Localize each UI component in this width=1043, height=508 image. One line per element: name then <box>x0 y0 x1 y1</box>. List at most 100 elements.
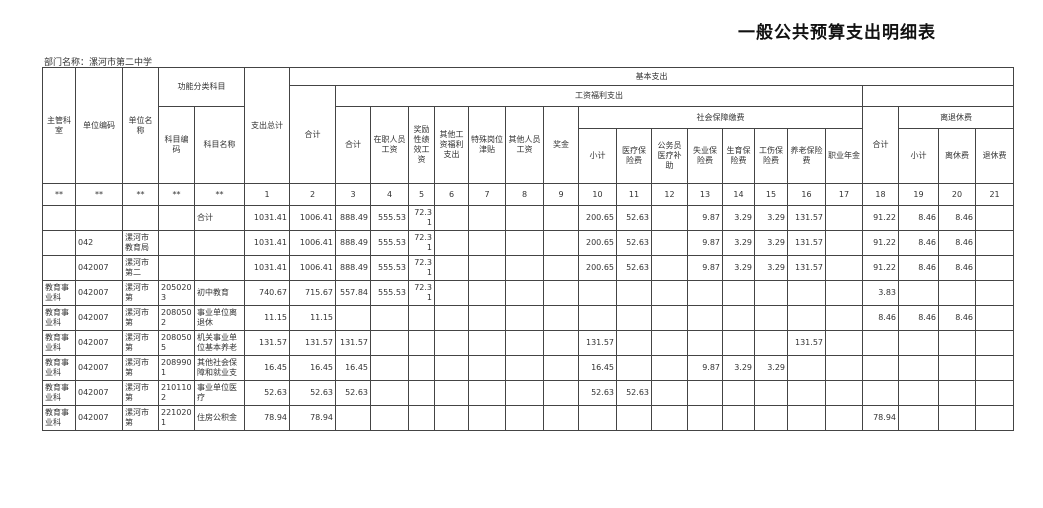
data-cell <box>825 255 863 281</box>
data-cell: 2101102 <box>158 380 195 406</box>
data-cell <box>754 380 788 406</box>
data-cell <box>158 255 195 281</box>
data-cell: 200.65 <box>578 255 617 281</box>
index-cell: 17 <box>825 183 863 206</box>
data-cell <box>505 230 544 256</box>
data-cell: 555.53 <box>370 255 409 281</box>
data-cell: 042007 <box>75 380 123 406</box>
data-cell: 11.15 <box>244 305 290 331</box>
data-cell <box>194 230 245 256</box>
data-cell: 16.45 <box>244 355 290 381</box>
data-cell: 042007 <box>75 280 123 306</box>
data-row: 教育事业科 042007 漯河市第 2210201 住房公积金 78.94 78.94 78.… <box>42 405 1015 431</box>
data-cell <box>787 305 826 331</box>
data-cell <box>408 380 435 406</box>
data-cell <box>543 405 579 431</box>
data-cell <box>434 305 469 331</box>
data-cell: 漯河市第 <box>122 330 159 356</box>
empty-header <box>861 85 1015 107</box>
data-cell <box>787 355 826 381</box>
data-cell <box>434 330 469 356</box>
data-cell: 131.57 <box>244 330 290 356</box>
data-cell: 漯河市教育局 <box>122 230 159 256</box>
data-cell: 3.29 <box>754 205 788 231</box>
data-row: 042 漯河市教育局 1031.41 1006.41 888.49 555.53 72.31… <box>42 230 1015 256</box>
data-cell: 1031.41 <box>244 230 290 256</box>
data-cell: 888.49 <box>335 230 371 256</box>
data-cell <box>825 405 863 431</box>
data-cell: 131.57 <box>787 230 826 256</box>
data-cell <box>543 380 579 406</box>
data-cell: 042007 <box>75 305 123 331</box>
data-cell: 住房公积金 <box>194 405 245 431</box>
data-cell: 52.63 <box>335 380 371 406</box>
data-cell: 机关事业单位基本养老 <box>194 330 245 356</box>
data-cell <box>543 255 579 281</box>
data-cell <box>825 205 863 231</box>
data-cell <box>687 380 723 406</box>
data-cell <box>505 330 544 356</box>
data-cell: 888.49 <box>335 255 371 281</box>
data-cell: 131.57 <box>335 330 371 356</box>
header-cell: 职业年金 <box>825 128 863 184</box>
header-cell: 工伤保险费 <box>754 128 788 184</box>
data-cell <box>898 355 939 381</box>
data-cell <box>42 205 76 231</box>
data-cell <box>825 280 863 306</box>
data-cell <box>468 405 506 431</box>
data-cell: 8.46 <box>898 255 939 281</box>
data-cell: 555.53 <box>370 230 409 256</box>
data-cell: 教育事业科 <box>42 305 76 331</box>
data-cell: 9.87 <box>687 230 723 256</box>
data-cell <box>408 355 435 381</box>
data-cell <box>651 305 688 331</box>
header-cell: 失业保险费 <box>687 128 723 184</box>
data-cell <box>651 205 688 231</box>
data-cell <box>754 280 788 306</box>
index-cell: ** <box>194 183 245 206</box>
header-cell: 科目编码 <box>158 106 195 184</box>
header-cell: 生育保险费 <box>722 128 755 184</box>
data-cell <box>468 330 506 356</box>
data-cell: 漯河市第二 <box>122 255 159 281</box>
data-cell: 3.29 <box>754 230 788 256</box>
data-cell <box>543 355 579 381</box>
index-cell: 13 <box>687 183 723 206</box>
index-cell: 4 <box>370 183 409 206</box>
data-cell: 888.49 <box>335 205 371 231</box>
data-cell <box>434 230 469 256</box>
data-cell: 8.46 <box>938 230 976 256</box>
data-cell <box>862 330 899 356</box>
index-cell: 21 <box>974 183 1015 206</box>
data-cell <box>578 405 617 431</box>
department: 部门名称：漯河市第二中学 <box>44 58 153 68</box>
data-cell <box>974 205 1015 231</box>
data-cell: 初中教育 <box>194 280 245 306</box>
data-cell: 042 <box>75 230 123 256</box>
data-cell: 16.45 <box>289 355 336 381</box>
data-cell: 其他社会保障和就业支 <box>194 355 245 381</box>
data-cell <box>722 405 755 431</box>
data-cell <box>651 380 688 406</box>
data-cell <box>434 355 469 381</box>
data-cell <box>825 355 863 381</box>
data-cell: 91.22 <box>862 230 899 256</box>
data-cell: 教育事业科 <box>42 405 76 431</box>
data-cell <box>898 280 939 306</box>
data-cell <box>898 405 939 431</box>
data-cell <box>754 405 788 431</box>
data-cell: 1031.41 <box>244 205 290 231</box>
data-cell: 72.31 <box>408 280 435 306</box>
header-cell: 特殊岗位津贴 <box>468 106 506 184</box>
data-row: 教育事业科 042007 漯河市第 2101102 事业单位医疗 52.63 52.63 52… <box>42 380 1015 406</box>
data-cell <box>434 205 469 231</box>
index-cell: 16 <box>787 183 826 206</box>
data-cell <box>578 305 617 331</box>
header-cell: 合计 <box>335 106 371 184</box>
data-cell <box>543 330 579 356</box>
data-cell <box>42 255 76 281</box>
data-cell: 131.57 <box>787 330 826 356</box>
data-cell <box>687 330 723 356</box>
index-cell: 3 <box>335 183 371 206</box>
data-cell <box>505 205 544 231</box>
